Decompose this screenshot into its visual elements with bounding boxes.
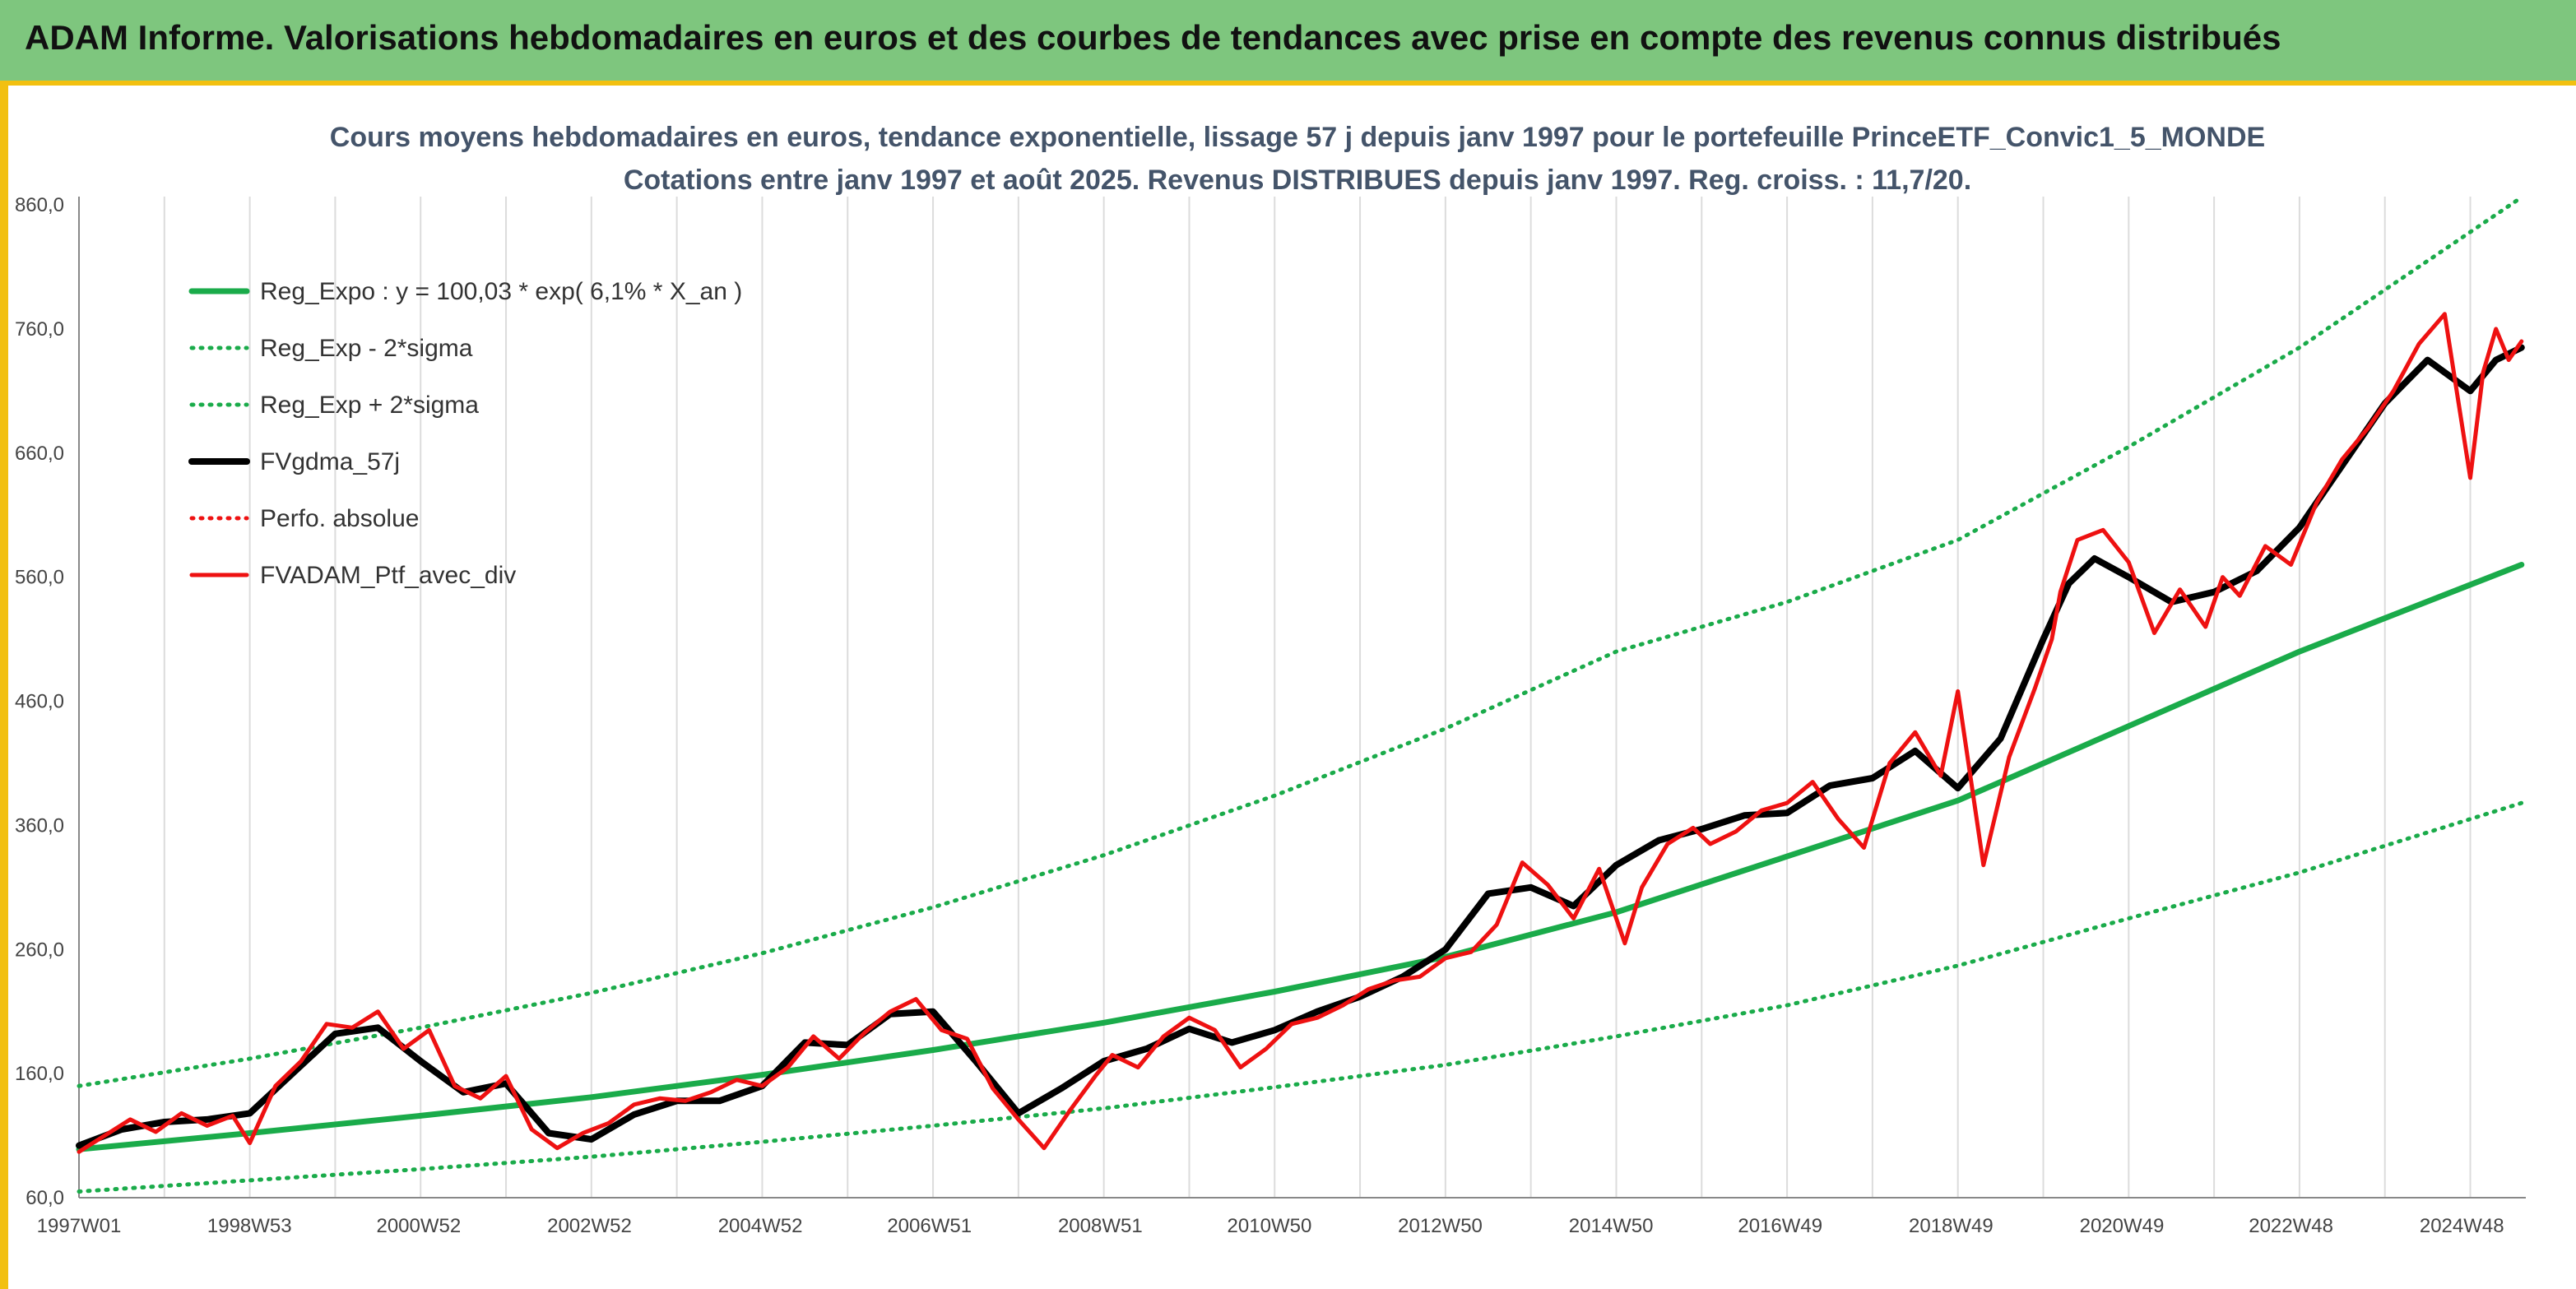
portfolio-line [77,312,2524,1154]
legend-label: FVADAM_Ptf_avec_div [260,562,516,589]
trend-line [76,562,2525,1152]
x-tick-label: 2016W49 [1738,1215,1822,1237]
legend-label: Reg_Exp - 2*sigma [260,335,473,362]
y-tick-label: 560,0 [15,567,64,589]
x-tick-label: 2014W50 [1569,1215,1654,1237]
axes: 60,0 160,0 260,0 360,0 460,0 560,0 660,0 760,0 8… [15,194,2526,1237]
page-title: ADAM Informe. Valorisations hebdomadaire… [25,18,2281,57]
x-tick-label: 2010W50 [1228,1215,1312,1237]
x-tick-label: 2006W51 [887,1215,972,1237]
legend-label: Reg_Exp + 2*sigma [260,392,479,419]
y-tick-label: 260,0 [15,939,64,961]
left-accent-bar [0,86,8,1289]
y-tick-label: 460,0 [15,691,64,713]
x-tick-label: 2020W49 [2080,1215,2165,1237]
legend-label: FVgdma_57j [260,448,400,475]
y-tick-label: 860,0 [15,194,64,216]
y-tick-label: 60,0 [26,1187,64,1209]
x-tick-label: 2002W52 [547,1215,632,1237]
x-tick-label: 2004W52 [718,1215,803,1237]
upper-band-line [77,195,2524,1088]
y-tick-label: 360,0 [15,814,64,837]
y-tick-label: 760,0 [15,318,64,341]
x-tick-label: 2012W50 [1398,1215,1483,1237]
y-tick-label: 660,0 [15,443,64,465]
lower-band-line [77,800,2524,1194]
y-tick-label: 160,0 [15,1063,64,1085]
legend: Reg_Expo : y = 100,03 * exp( 6,1% * X_an… [188,278,742,589]
chart-background [8,86,2576,1289]
header-banner: ADAM Informe. Valorisations hebdomadaire… [0,0,2576,86]
x-tick-label: 2018W49 [1909,1215,1993,1237]
x-tick-label: 1997W01 [37,1215,122,1237]
legend-label: Perfo. absolue [260,505,419,532]
x-tick-label: 1998W53 [207,1215,292,1237]
chart: Cours moyens hebdomadaires en euros, ten… [8,86,2576,1289]
x-tick-label: 2022W48 [2249,1215,2333,1237]
x-tick-label: 2000W52 [376,1215,461,1237]
x-tick-label: 2024W48 [2420,1215,2504,1237]
x-tick-label: 2008W51 [1058,1215,1143,1237]
legend-label: Reg_Expo : y = 100,03 * exp( 6,1% * X_an… [260,278,742,305]
chart-subtitle: Cotations entre janv 1997 et août 2025. … [624,165,1971,196]
chart-title: Cours moyens hebdomadaires en euros, ten… [330,122,2265,153]
series-layer [76,195,2525,1194]
